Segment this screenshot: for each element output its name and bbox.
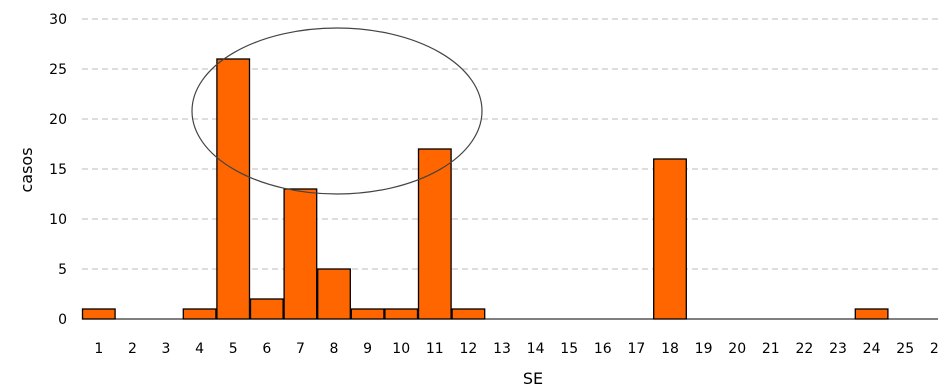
x-tick-label: 25 <box>896 341 914 357</box>
x-tick-label: 18 <box>661 341 679 357</box>
y-tick-label: 25 <box>49 62 67 78</box>
x-tick-label: 9 <box>363 341 372 357</box>
x-tick-label: 4 <box>195 341 204 357</box>
x-tick-label: 6 <box>262 341 271 357</box>
bars <box>81 58 889 320</box>
y-tick-label: 10 <box>49 212 67 228</box>
bar-9 <box>350 308 385 320</box>
bar-24 <box>854 308 889 320</box>
x-axis-title: SE <box>523 369 543 388</box>
y-tick-labels: 0 5 10 15 20 25 30 <box>49 12 67 328</box>
x-tick-label: 24 <box>863 341 881 357</box>
x-tick-label: 26 <box>930 341 938 357</box>
x-tick-label: 20 <box>728 341 746 357</box>
highlight-ellipse <box>191 27 483 195</box>
y-tick-label: 30 <box>49 12 67 28</box>
x-tick-label: 14 <box>527 341 545 357</box>
x-tick-label: 21 <box>762 341 780 357</box>
bar-8 <box>317 268 351 320</box>
gridlines <box>82 18 938 270</box>
y-tick-label: 15 <box>49 162 67 178</box>
x-tick-label: 7 <box>296 341 305 357</box>
x-tick-label: 16 <box>594 341 612 357</box>
bar-10 <box>384 308 419 320</box>
x-tick-labels: 1 2 3 4 5 6 7 8 9 10 11 12 13 14 15 16 17 18 19 20 21 22 23 24 2… <box>94 341 938 357</box>
bar-6 <box>249 298 284 320</box>
x-tick-label: 12 <box>459 341 477 357</box>
bar-11 <box>417 148 452 320</box>
x-tick-label: 22 <box>795 341 813 357</box>
x-tick-label: 1 <box>94 341 103 357</box>
x-tick-label: 8 <box>330 341 339 357</box>
bar-4 <box>182 308 217 320</box>
y-tick-label: 20 <box>49 112 67 128</box>
bar-18 <box>653 158 687 320</box>
x-tick-label: 19 <box>695 341 713 357</box>
x-tick-label: 13 <box>493 341 511 357</box>
y-tick-label: 5 <box>58 262 67 278</box>
y-axis-title: casos <box>17 147 36 192</box>
x-tick-label: 3 <box>162 341 171 357</box>
x-tick-label: 15 <box>560 341 578 357</box>
bar-12 <box>451 308 486 320</box>
bar-5 <box>216 58 251 320</box>
x-tick-label: 17 <box>627 341 645 357</box>
bar-1 <box>81 308 116 320</box>
x-tick-label: 5 <box>229 341 238 357</box>
x-tick-label: 2 <box>128 341 137 357</box>
y-tick-label: 0 <box>58 312 67 328</box>
x-tick-label: 23 <box>829 341 847 357</box>
bar-7 <box>283 188 318 320</box>
x-tick-label: 10 <box>392 341 410 357</box>
x-tick-label: 11 <box>426 341 444 357</box>
